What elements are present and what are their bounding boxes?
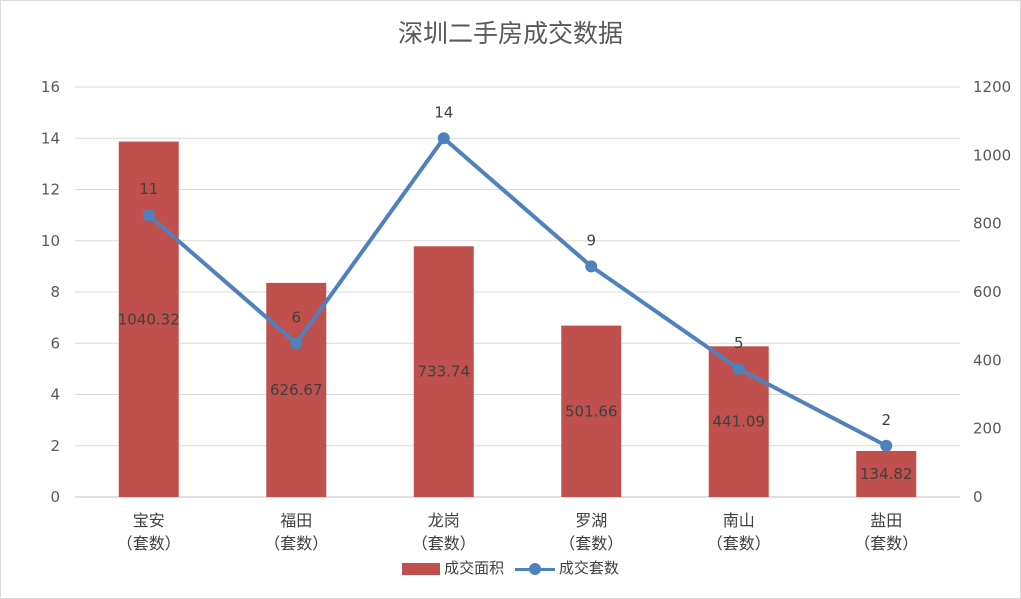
bar-data-label: 733.74	[418, 363, 471, 381]
line-point	[437, 132, 450, 145]
bar-data-label: 441.09	[713, 413, 766, 431]
line-point	[142, 209, 155, 222]
line-point	[880, 439, 893, 452]
legend-label-area: 成交面积	[444, 559, 505, 577]
category-sub-label: （套数）	[264, 534, 328, 553]
right-axis-tick-label: 400	[973, 351, 1002, 369]
legend-item-count: 成交套数	[514, 557, 619, 578]
left-axis-tick-label: 0	[50, 488, 60, 506]
category-label: 盐田	[870, 511, 902, 530]
left-axis-tick-label: 4	[50, 386, 60, 404]
chart-title: 深圳二手房成交数据	[397, 19, 623, 48]
line-data-label: 9	[586, 231, 596, 249]
line-data-label: 11	[139, 180, 158, 198]
category-sub-label: （套数）	[117, 534, 181, 553]
category-labels: 宝安 （套数） 福田 （套数） 龙岗 （套数） 罗湖 （套数） 南山 （套数） 盐田 （套数）	[117, 511, 919, 553]
line-point	[732, 362, 745, 375]
right-axis-tick-label: 200	[973, 420, 1002, 438]
category-label: 罗湖	[575, 511, 607, 530]
legend-label-count: 成交套数	[558, 559, 619, 577]
bar	[561, 325, 622, 497]
category-sub-label: （套数）	[707, 534, 771, 553]
bar-data-label: 501.66	[565, 402, 618, 420]
category-label: 南山	[723, 511, 755, 530]
line-data-label: 6	[291, 308, 301, 326]
legend-item-area: 成交面积	[402, 557, 504, 578]
line-point	[585, 260, 598, 273]
bar-data-label: 1040.32	[118, 310, 180, 328]
category-sub-label: （套数）	[854, 534, 918, 553]
legend: 成交面积 成交套数	[0, 557, 1021, 578]
left-axis-tick-label: 14	[41, 129, 60, 147]
bar-data-label: 134.82	[860, 465, 913, 483]
category-label: 龙岗	[428, 511, 460, 530]
left-axis-tick-label: 16	[41, 78, 60, 96]
line-data-label: 5	[734, 334, 744, 352]
right-axis-tick-label: 800	[973, 215, 1002, 233]
category-label: 福田	[280, 511, 312, 530]
left-axis-tick-label: 8	[50, 283, 60, 301]
left-axis-tick-label: 2	[50, 437, 60, 455]
right-axis-ticks: 0 200 400 600 800 1000 1200	[973, 78, 1011, 506]
line-series: 11 6 14 9 5 2	[139, 103, 893, 452]
bar	[413, 246, 474, 497]
left-axis-tick-label: 12	[41, 181, 60, 199]
bar	[118, 141, 179, 498]
right-axis-tick-label: 0	[973, 488, 983, 506]
right-axis-tick-label: 1200	[973, 78, 1011, 96]
legend-line-swatch	[514, 561, 555, 577]
bar-series: 1040.32 626.67 733.74 501.66 441.09 134.82	[118, 141, 917, 498]
left-axis-tick-label: 6	[50, 334, 60, 352]
left-axis-tick-label: 10	[41, 232, 60, 250]
left-axis-ticks: 0 2 4 6 8 10 12 14 16	[41, 78, 60, 506]
bar-data-label: 626.67	[270, 381, 323, 399]
legend-bar-swatch	[402, 562, 441, 575]
category-sub-label: （套数）	[412, 534, 476, 553]
right-axis-tick-label: 600	[973, 283, 1002, 301]
bar	[856, 450, 917, 497]
gridlines	[75, 86, 960, 498]
category-label: 宝安	[133, 511, 165, 530]
series-line	[147, 136, 888, 448]
right-axis-tick-label: 1000	[973, 146, 1011, 164]
line-data-label: 14	[434, 103, 453, 121]
category-sub-label: （套数）	[559, 534, 623, 553]
line-data-label: 2	[881, 411, 891, 429]
line-point	[290, 337, 303, 350]
